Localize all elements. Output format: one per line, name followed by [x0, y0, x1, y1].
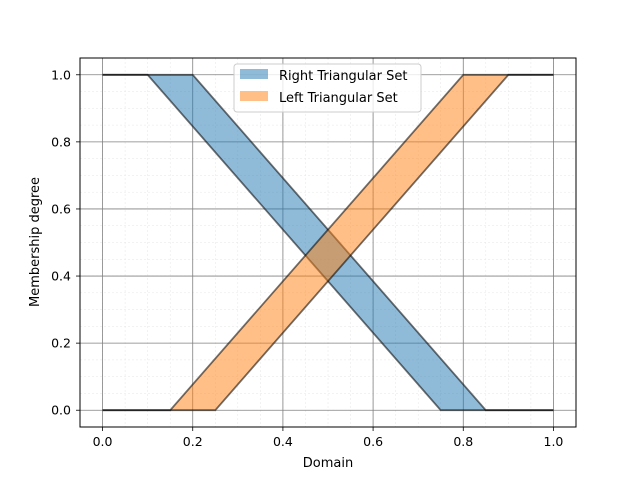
- y-tick-label: 0.0: [51, 403, 71, 418]
- legend-label-left: Left Triangular Set: [279, 91, 398, 106]
- y-tick-label: 0.8: [51, 134, 71, 149]
- legend-box: [233, 63, 422, 113]
- plot-area: [79, 57, 577, 428]
- y-tick-label: 0.2: [51, 336, 71, 351]
- x-tick-label: 0.8: [453, 434, 473, 449]
- y-tick-label: 0.4: [51, 269, 71, 284]
- series-band-1: [102, 74, 554, 411]
- series-lower-line-1: [102, 73, 554, 412]
- x-tick-label: 0.2: [183, 434, 203, 449]
- x-axis-ticks: 0.0 0.2 0.4 0.6 0.8 1.0: [93, 427, 564, 449]
- y-axis-ticks: 0.0 0.2 0.4 0.6 0.8 1.0: [51, 67, 80, 418]
- y-axis-label: Membership degree: [28, 177, 43, 307]
- x-tick-label: 0.6: [363, 434, 383, 449]
- x-tick-label: 1.0: [544, 434, 564, 449]
- legend-swatch-right: [240, 69, 268, 79]
- x-axis-label: Domain: [303, 456, 353, 471]
- legend-swatch-left: [240, 91, 268, 101]
- y-tick-label: 1.0: [51, 67, 71, 82]
- plot-frame: [79, 57, 577, 428]
- x-tick-label: 0.0: [93, 434, 113, 449]
- series-lower-line-0: [102, 73, 554, 412]
- legend-label-right: Right Triangular Set: [279, 69, 407, 84]
- y-tick-label: 0.6: [51, 201, 71, 216]
- x-tick-label: 0.4: [273, 434, 293, 449]
- legend: Right Triangular Set Left Triangular Set: [233, 63, 422, 113]
- series-layer: [102, 73, 554, 412]
